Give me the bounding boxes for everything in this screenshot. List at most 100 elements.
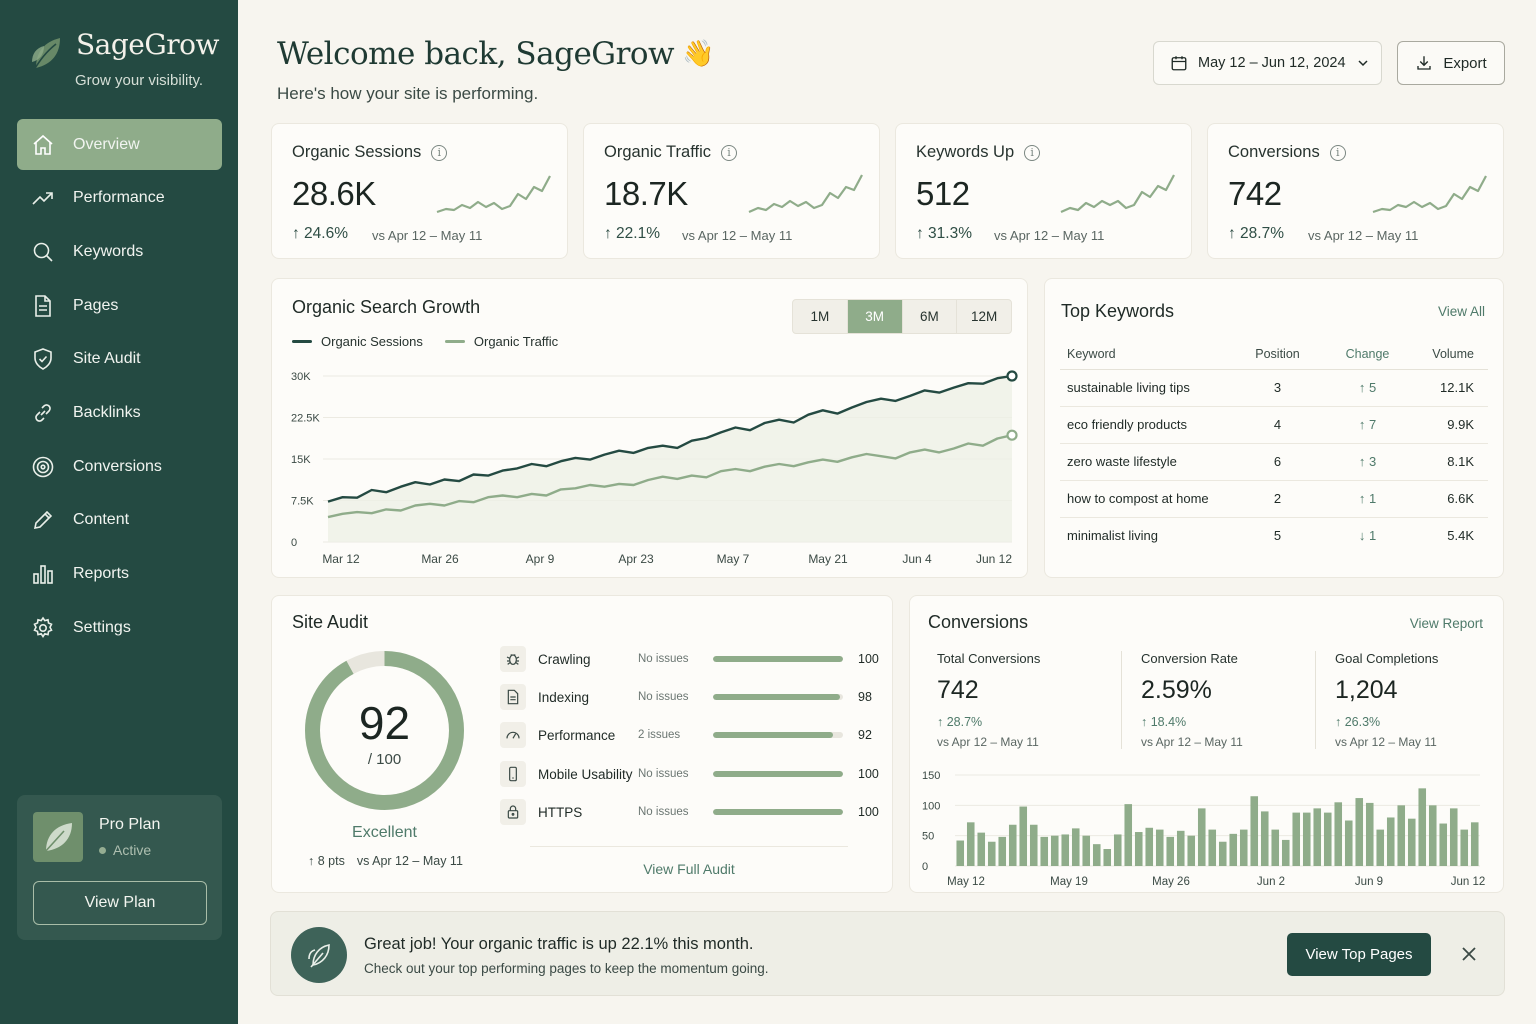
table-row[interactable]: how to compost at home 2 ↑ 1 6.6K xyxy=(1060,480,1488,518)
audit-delta: ↑ 8 pts vs Apr 12 – May 11 xyxy=(308,854,463,868)
sparkline xyxy=(1060,174,1175,214)
position-cell: 3 xyxy=(1240,369,1315,407)
stat-compare: vs Apr 12 – May 11 xyxy=(1335,735,1437,749)
audit-row-performance[interactable]: Performance 2 issues 92 xyxy=(500,722,880,748)
info-icon[interactable]: i xyxy=(720,144,737,161)
sidebar-item-settings[interactable]: Settings xyxy=(17,602,222,653)
audit-delta-value: ↑ 8 pts xyxy=(308,854,345,868)
bar xyxy=(1323,812,1332,866)
view-top-pages-button[interactable]: View Top Pages xyxy=(1287,933,1431,976)
y-tick-label: 100 xyxy=(922,800,940,812)
bar xyxy=(1365,802,1374,866)
brand[interactable]: SageGrow xyxy=(30,28,219,72)
chevron-down-icon xyxy=(1358,60,1368,67)
calendar-icon xyxy=(1171,56,1187,71)
bar xyxy=(998,836,1007,866)
range-6m[interactable]: 6M xyxy=(903,300,958,333)
table-header-row: Keyword Position Change Volume xyxy=(1060,339,1488,370)
sidebar-item-site-audit[interactable]: Site Audit xyxy=(17,334,222,385)
date-range-picker[interactable]: May 12 – Jun 12, 2024 xyxy=(1153,41,1382,85)
audit-item-status: 2 issues xyxy=(638,729,681,741)
bar xyxy=(1019,806,1028,866)
view-report-link[interactable]: View Report xyxy=(1409,616,1483,631)
bar xyxy=(1439,823,1448,866)
y-tick-label: 50 xyxy=(922,831,934,843)
sidebar-item-backlinks[interactable]: Backlinks xyxy=(17,387,222,438)
range-1m[interactable]: 1M xyxy=(793,300,848,333)
bar-chart: 0 50 100 150 May 12 May 19 May 26 Jun 2 Jun 9 Jun… xyxy=(922,770,1485,888)
view-plan-button[interactable]: View Plan xyxy=(33,881,207,925)
audit-row-https[interactable]: HTTPS No issues 100 xyxy=(500,799,880,825)
plan-name: Pro Plan xyxy=(99,816,161,833)
col-keyword[interactable]: Keyword xyxy=(1060,339,1240,370)
info-icon[interactable]: i xyxy=(1024,144,1041,161)
x-tick-label: Jun 4 xyxy=(902,552,932,566)
audit-row-mobile-usability[interactable]: Mobile Usability No issues 100 xyxy=(500,761,880,787)
y-tick-label: 0 xyxy=(922,861,928,873)
change-cell: ↑ 7 xyxy=(1315,406,1420,444)
table-row[interactable]: minimalist living 5 ↓ 1 5.4K xyxy=(1060,517,1488,554)
bar xyxy=(1239,829,1248,866)
bar xyxy=(1187,835,1196,866)
bar xyxy=(1355,798,1364,866)
gauge-icon xyxy=(500,722,526,748)
position-cell: 2 xyxy=(1240,480,1315,518)
sidebar-item-performance[interactable]: Performance xyxy=(17,173,222,224)
info-icon[interactable]: i xyxy=(431,144,448,161)
audit-progress-bar xyxy=(713,732,843,738)
export-button[interactable]: Export xyxy=(1397,41,1505,85)
view-full-audit-link[interactable]: View Full Audit xyxy=(643,861,735,877)
close-icon[interactable] xyxy=(1457,942,1481,966)
sidebar-item-keywords[interactable]: Keywords xyxy=(17,226,222,277)
bar xyxy=(1092,844,1101,866)
x-tick-label: Jun 12 xyxy=(976,552,1012,566)
audit-row-indexing[interactable]: Indexing No issues 98 xyxy=(500,684,880,710)
range-12m[interactable]: 12M xyxy=(970,309,998,324)
bar xyxy=(1218,841,1227,866)
keywords-table: Keyword Position Change Volume sustainab… xyxy=(1060,339,1488,554)
table-row[interactable]: zero waste lifestyle 6 ↑ 3 8.1K xyxy=(1060,443,1488,481)
sidebar-item-conversions[interactable]: Conversions xyxy=(17,441,222,492)
col-position[interactable]: Position xyxy=(1240,339,1315,370)
export-label: Export xyxy=(1443,54,1487,72)
legend-swatch xyxy=(444,340,465,343)
sidebar-item-overview[interactable]: Overview xyxy=(17,119,222,170)
sprout-icon xyxy=(291,927,347,983)
sidebar-item-label: Pages xyxy=(73,296,119,314)
change-cell: ↑ 5 xyxy=(1315,369,1420,407)
stat-compare: vs Apr 12 – May 11 xyxy=(1141,735,1243,749)
table-row[interactable]: eco friendly products 4 ↑ 7 9.9K xyxy=(1060,406,1488,444)
bar xyxy=(1292,812,1301,866)
sidebar-item-reports[interactable]: Reports xyxy=(17,549,222,600)
col-change[interactable]: Change xyxy=(1315,339,1420,370)
stat-label: Total Conversions xyxy=(937,651,1041,666)
leaf-logo-icon xyxy=(32,38,60,71)
volume-cell: 6.6K xyxy=(1420,480,1488,518)
view-all-link[interactable]: View All xyxy=(1437,304,1485,319)
bar xyxy=(1082,835,1091,866)
table-row[interactable]: sustainable living tips 3 ↑ 5 12.1K xyxy=(1060,369,1488,407)
info-icon[interactable]: i xyxy=(1329,144,1346,161)
stat-delta: ↑ 26.3% xyxy=(1335,715,1381,729)
line-chart: 0 7.5K 15K 22.5K 30K Mar 12 Mar 26 Apr 9 Apr 23 M… xyxy=(291,370,1018,566)
volume-cell: 5.4K xyxy=(1447,528,1474,544)
sidebar-item-content[interactable]: Content xyxy=(17,495,222,546)
keyword-cell: zero waste lifestyle xyxy=(1060,443,1240,481)
bar xyxy=(1050,835,1059,866)
kpi-delta: ↑ 22.1% xyxy=(604,225,661,242)
sidebar-item-pages[interactable]: Pages xyxy=(17,280,222,331)
bar xyxy=(1029,824,1038,866)
col-volume[interactable]: Volume xyxy=(1420,339,1488,370)
y-tick-label: 150 xyxy=(922,770,940,782)
sidebar-item-label: Keywords xyxy=(73,242,144,260)
x-tick-label: May 26 xyxy=(1152,876,1190,888)
kpi-label-text: Organic Sessions xyxy=(292,143,422,161)
kpi-compare: vs Apr 12 – May 11 xyxy=(994,228,1105,243)
bar xyxy=(1271,829,1280,866)
wave-emoji: 👋 xyxy=(682,39,714,69)
bar xyxy=(956,840,965,866)
range-3m[interactable]: 3M xyxy=(847,300,903,333)
audit-row-crawling[interactable]: Crawling No issues 100 xyxy=(500,646,880,672)
position-cell: 6 xyxy=(1240,443,1315,481)
kpi-value: 512 xyxy=(916,175,970,212)
